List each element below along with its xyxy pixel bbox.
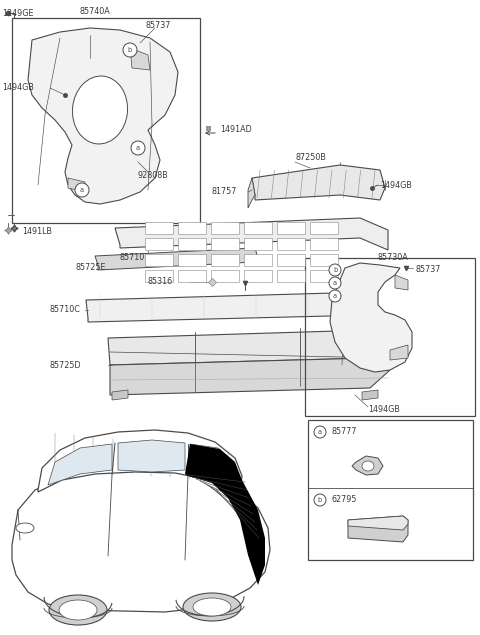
Bar: [145, 222, 173, 234]
Ellipse shape: [16, 523, 34, 533]
Text: 1494GB: 1494GB: [380, 180, 412, 189]
Polygon shape: [38, 430, 242, 492]
Bar: [178, 270, 206, 282]
Text: 87250B: 87250B: [295, 154, 326, 163]
Bar: [310, 238, 338, 250]
Polygon shape: [108, 330, 390, 370]
Bar: [244, 238, 272, 250]
Polygon shape: [190, 444, 230, 475]
Circle shape: [329, 264, 341, 276]
Polygon shape: [362, 390, 378, 400]
Ellipse shape: [183, 593, 241, 621]
Bar: [178, 222, 206, 234]
Text: 85710C: 85710C: [50, 305, 81, 314]
Polygon shape: [86, 292, 372, 322]
Bar: [178, 254, 206, 266]
Text: 1491LB: 1491LB: [22, 227, 52, 236]
Text: b: b: [318, 497, 322, 503]
Polygon shape: [48, 444, 112, 485]
Text: a: a: [318, 429, 322, 435]
Polygon shape: [95, 248, 258, 270]
Text: a: a: [80, 187, 84, 193]
Ellipse shape: [362, 461, 374, 471]
Polygon shape: [112, 390, 128, 400]
Text: 85737: 85737: [415, 265, 440, 274]
Bar: [305, 258, 475, 416]
Polygon shape: [352, 456, 383, 475]
Bar: [277, 254, 305, 266]
Bar: [145, 238, 173, 250]
Text: a: a: [333, 293, 337, 299]
Text: 1249GE: 1249GE: [2, 8, 34, 18]
Polygon shape: [118, 440, 185, 472]
Polygon shape: [12, 470, 270, 612]
Text: 81757: 81757: [212, 187, 238, 196]
Bar: [244, 222, 272, 234]
Text: 62795: 62795: [332, 495, 358, 504]
Text: 85740A: 85740A: [80, 8, 111, 17]
Text: a: a: [136, 145, 140, 151]
Polygon shape: [395, 275, 408, 290]
Polygon shape: [110, 358, 390, 395]
Ellipse shape: [59, 600, 97, 620]
Bar: [211, 254, 239, 266]
Bar: [310, 254, 338, 266]
Bar: [310, 270, 338, 282]
Bar: [178, 238, 206, 250]
Polygon shape: [330, 263, 412, 372]
Text: 85316: 85316: [148, 277, 173, 286]
Polygon shape: [68, 178, 85, 192]
Bar: [145, 270, 173, 282]
Ellipse shape: [72, 76, 128, 144]
Circle shape: [75, 183, 89, 197]
Text: 1494GB: 1494GB: [368, 406, 400, 415]
Bar: [211, 270, 239, 282]
Polygon shape: [252, 165, 385, 200]
Polygon shape: [348, 516, 408, 542]
Text: b: b: [128, 47, 132, 53]
Polygon shape: [185, 444, 265, 585]
Text: 1491AD: 1491AD: [220, 126, 252, 135]
Polygon shape: [130, 48, 150, 70]
Polygon shape: [115, 218, 388, 250]
Bar: [277, 270, 305, 282]
Text: 85737: 85737: [145, 20, 170, 29]
Bar: [211, 222, 239, 234]
Text: 85730A: 85730A: [378, 253, 409, 262]
Polygon shape: [248, 178, 255, 208]
Bar: [244, 254, 272, 266]
Bar: [277, 222, 305, 234]
Circle shape: [314, 494, 326, 506]
Bar: [277, 238, 305, 250]
Bar: [310, 222, 338, 234]
Bar: [12, 18, 200, 223]
Text: 85777: 85777: [332, 427, 358, 436]
Polygon shape: [348, 516, 408, 530]
Bar: [244, 270, 272, 282]
Circle shape: [131, 141, 145, 155]
Text: b: b: [333, 267, 337, 273]
Bar: [145, 254, 173, 266]
Ellipse shape: [193, 598, 231, 616]
Text: 92808B: 92808B: [138, 171, 169, 180]
Circle shape: [123, 43, 137, 57]
Text: 85710: 85710: [120, 253, 145, 262]
Polygon shape: [28, 28, 178, 204]
Circle shape: [314, 426, 326, 438]
Polygon shape: [390, 345, 408, 360]
Text: 85725E: 85725E: [75, 264, 106, 272]
Text: a: a: [333, 280, 337, 286]
Text: 1494GB: 1494GB: [2, 83, 34, 93]
Ellipse shape: [49, 595, 107, 625]
Bar: [211, 238, 239, 250]
Text: 85725D: 85725D: [50, 361, 82, 370]
Bar: [308, 420, 473, 560]
Circle shape: [329, 277, 341, 289]
Circle shape: [329, 290, 341, 302]
